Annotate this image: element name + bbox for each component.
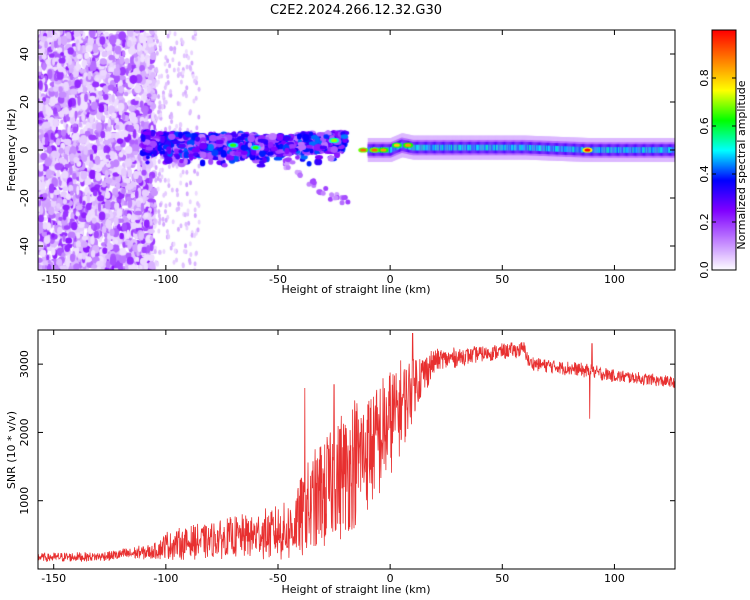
x-tick-label: 100 — [604, 273, 625, 286]
spectrogram-x-label: Height of straight line (km) — [281, 283, 430, 296]
x-tick-label: -150 — [41, 572, 66, 585]
x-tick-label: 0 — [387, 572, 394, 585]
snr-x-label: Height of straight line (km) — [281, 583, 430, 596]
colorbar-label: Normalized spectral amplitude — [735, 80, 748, 249]
x-tick-label: 50 — [495, 572, 509, 585]
x-tick-label: 100 — [604, 572, 625, 585]
colorbar-tick-label: 0.8 — [698, 69, 711, 87]
spectrogram-panel: -150 -100 -50 0 50 100 -40 -20 0 20 40 Height of … — [5, 29, 676, 296]
colorbar-tick-label: 0.4 — [698, 165, 711, 183]
colorbar-tick-label: 0.2 — [698, 213, 711, 231]
colorbar-ticks: 0.0 0.2 0.4 0.6 0.8 — [698, 69, 736, 279]
snr-x-ticks: -150 -100 -50 0 50 100 — [41, 330, 625, 585]
snr-y-ticks: 1000 2000 3000 — [18, 350, 675, 515]
y-tick-label: 3000 — [18, 350, 31, 378]
x-tick-label: -100 — [153, 572, 178, 585]
x-tick-label: -150 — [41, 273, 66, 286]
snr-y-label: SNR (10 * v/v) — [5, 411, 18, 489]
spectrogram-x-ticks: -150 -100 -50 0 50 100 — [41, 30, 625, 286]
snr-series-line — [38, 333, 675, 563]
colorbar-gradient — [712, 30, 736, 270]
colorbar-tick-label: 0.6 — [698, 117, 711, 135]
y-tick-label: 2000 — [18, 418, 31, 446]
x-tick-label: 0 — [387, 273, 394, 286]
y-tick-label: 20 — [18, 95, 31, 109]
spectrogram-y-label: Frequency (Hz) — [5, 109, 18, 192]
snr-frame — [37, 329, 676, 570]
colorbar-tick-label: 0.0 — [698, 261, 711, 279]
y-tick-label: -40 — [18, 237, 31, 255]
x-tick-label: -100 — [153, 273, 178, 286]
x-tick-label: -50 — [269, 273, 287, 286]
y-tick-label: -20 — [18, 189, 31, 207]
x-tick-label: -50 — [269, 572, 287, 585]
spectrogram-y-ticks: -40 -20 0 20 40 — [18, 47, 675, 255]
chart-title: C2E2.2024.266.12.32.G30 — [270, 3, 442, 18]
y-tick-label: 1000 — [18, 487, 31, 515]
snr-panel: -150 -100 -50 0 50 100 1000 2000 3000 Height of… — [5, 329, 676, 596]
spectrogram-plot — [38, 30, 675, 270]
y-tick-label: 40 — [18, 47, 31, 61]
colorbar-frame — [711, 29, 737, 271]
colorbar: 0.0 0.2 0.4 0.6 0.8 Normalized spectral ampl… — [698, 29, 748, 279]
x-tick-label: 50 — [495, 273, 509, 286]
y-tick-label: 0 — [18, 147, 31, 154]
